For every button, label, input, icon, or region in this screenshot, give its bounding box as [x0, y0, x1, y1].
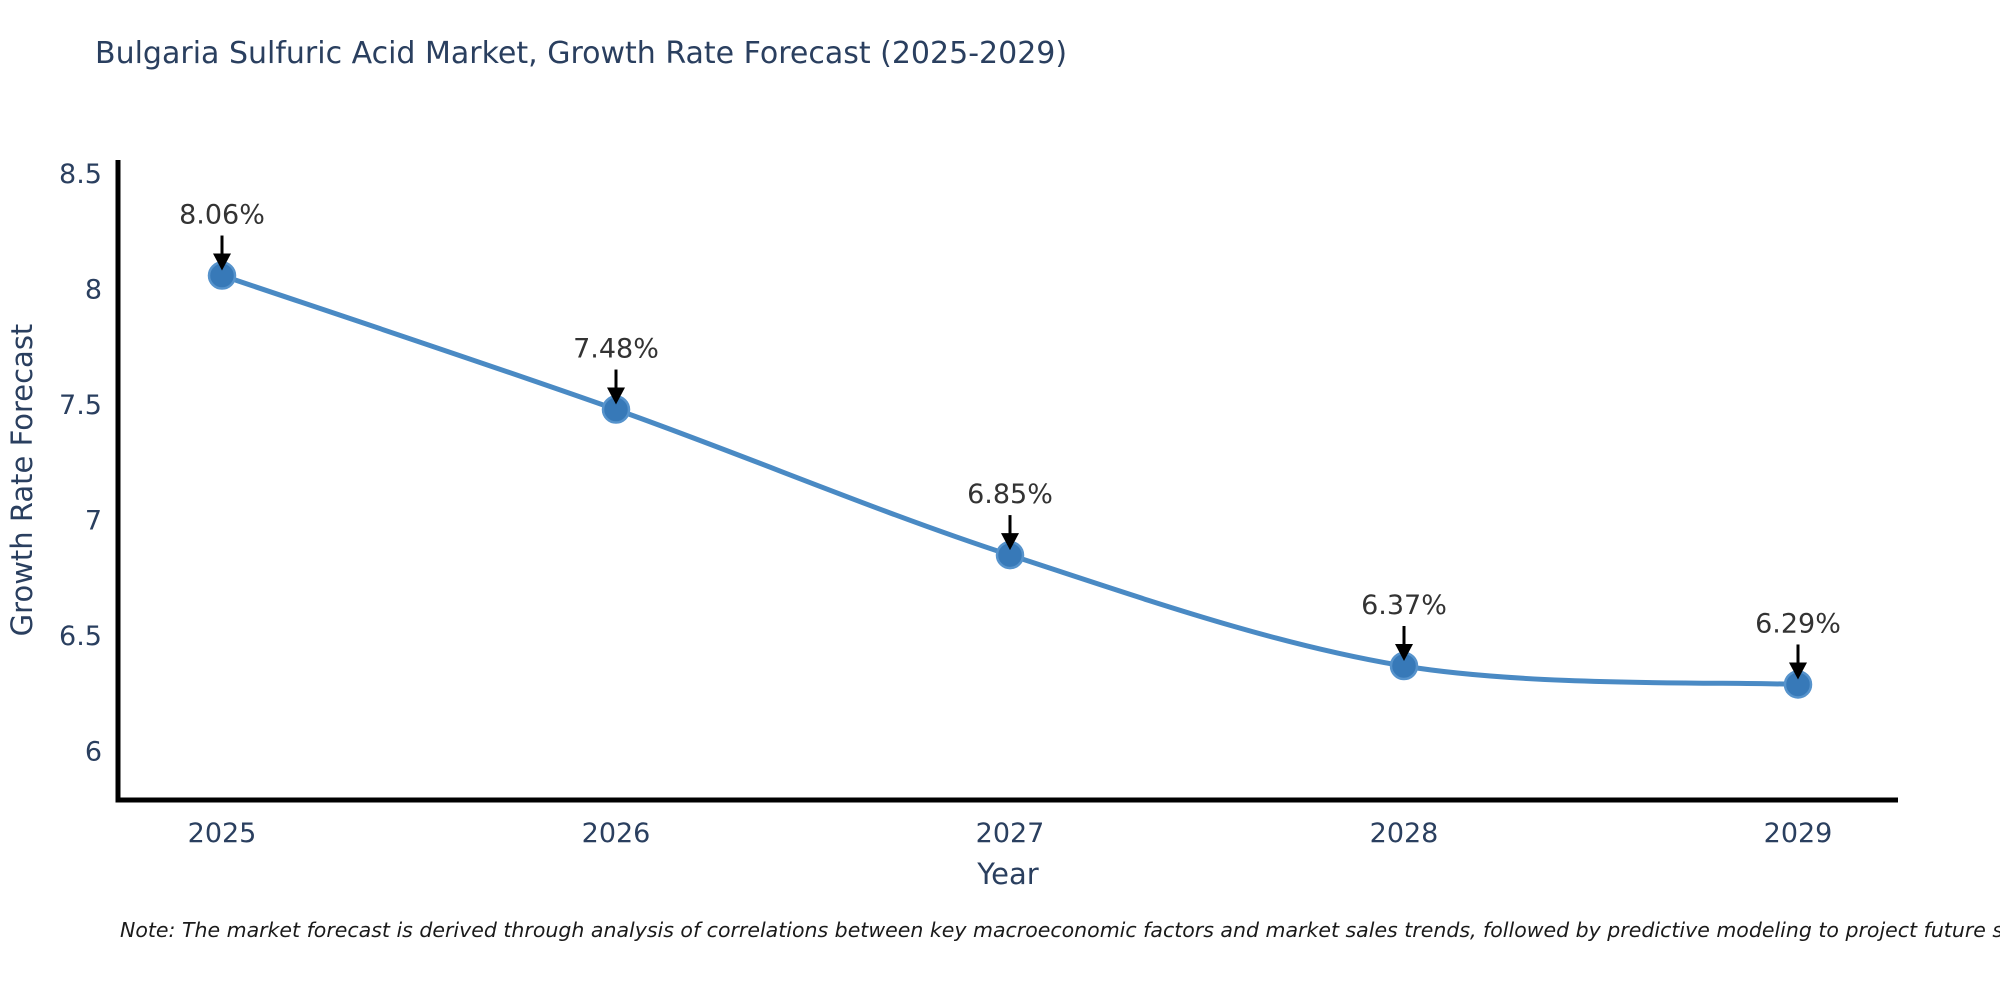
annotation-arrowhead: [213, 253, 231, 271]
y-tick-label: 7.5: [59, 390, 102, 421]
y-tick-label: 6.5: [59, 621, 102, 652]
y-tick-label: 6: [85, 736, 102, 767]
data-point-label: 8.06%: [179, 200, 265, 231]
annotation-arrowhead: [1395, 643, 1413, 661]
annotation-arrowhead: [607, 387, 625, 405]
x-tick-label: 2026: [582, 818, 651, 849]
x-tick-label: 2027: [976, 818, 1045, 849]
x-axis-title: Year: [976, 857, 1038, 891]
y-tick-label: 8.5: [59, 159, 102, 190]
x-tick-label: 2025: [188, 818, 257, 849]
y-axis-title: Growth Rate Forecast: [5, 324, 39, 637]
y-tick-label: 8: [85, 274, 102, 305]
annotation-arrowhead: [1789, 662, 1807, 680]
data-point-label: 6.37%: [1361, 590, 1447, 621]
x-tick-label: 2029: [1764, 818, 1833, 849]
data-point-label: 7.48%: [573, 334, 659, 365]
chart-title: Bulgaria Sulfuric Acid Market, Growth Ra…: [95, 36, 1068, 71]
annotation-arrowhead: [1001, 533, 1019, 551]
data-point-label: 6.29%: [1755, 608, 1841, 639]
footnote: Note: The market forecast is derived thr…: [120, 918, 2000, 942]
data-point-label: 6.85%: [967, 479, 1053, 510]
x-tick-label: 2028: [1370, 818, 1439, 849]
y-tick-label: 7: [85, 505, 102, 536]
